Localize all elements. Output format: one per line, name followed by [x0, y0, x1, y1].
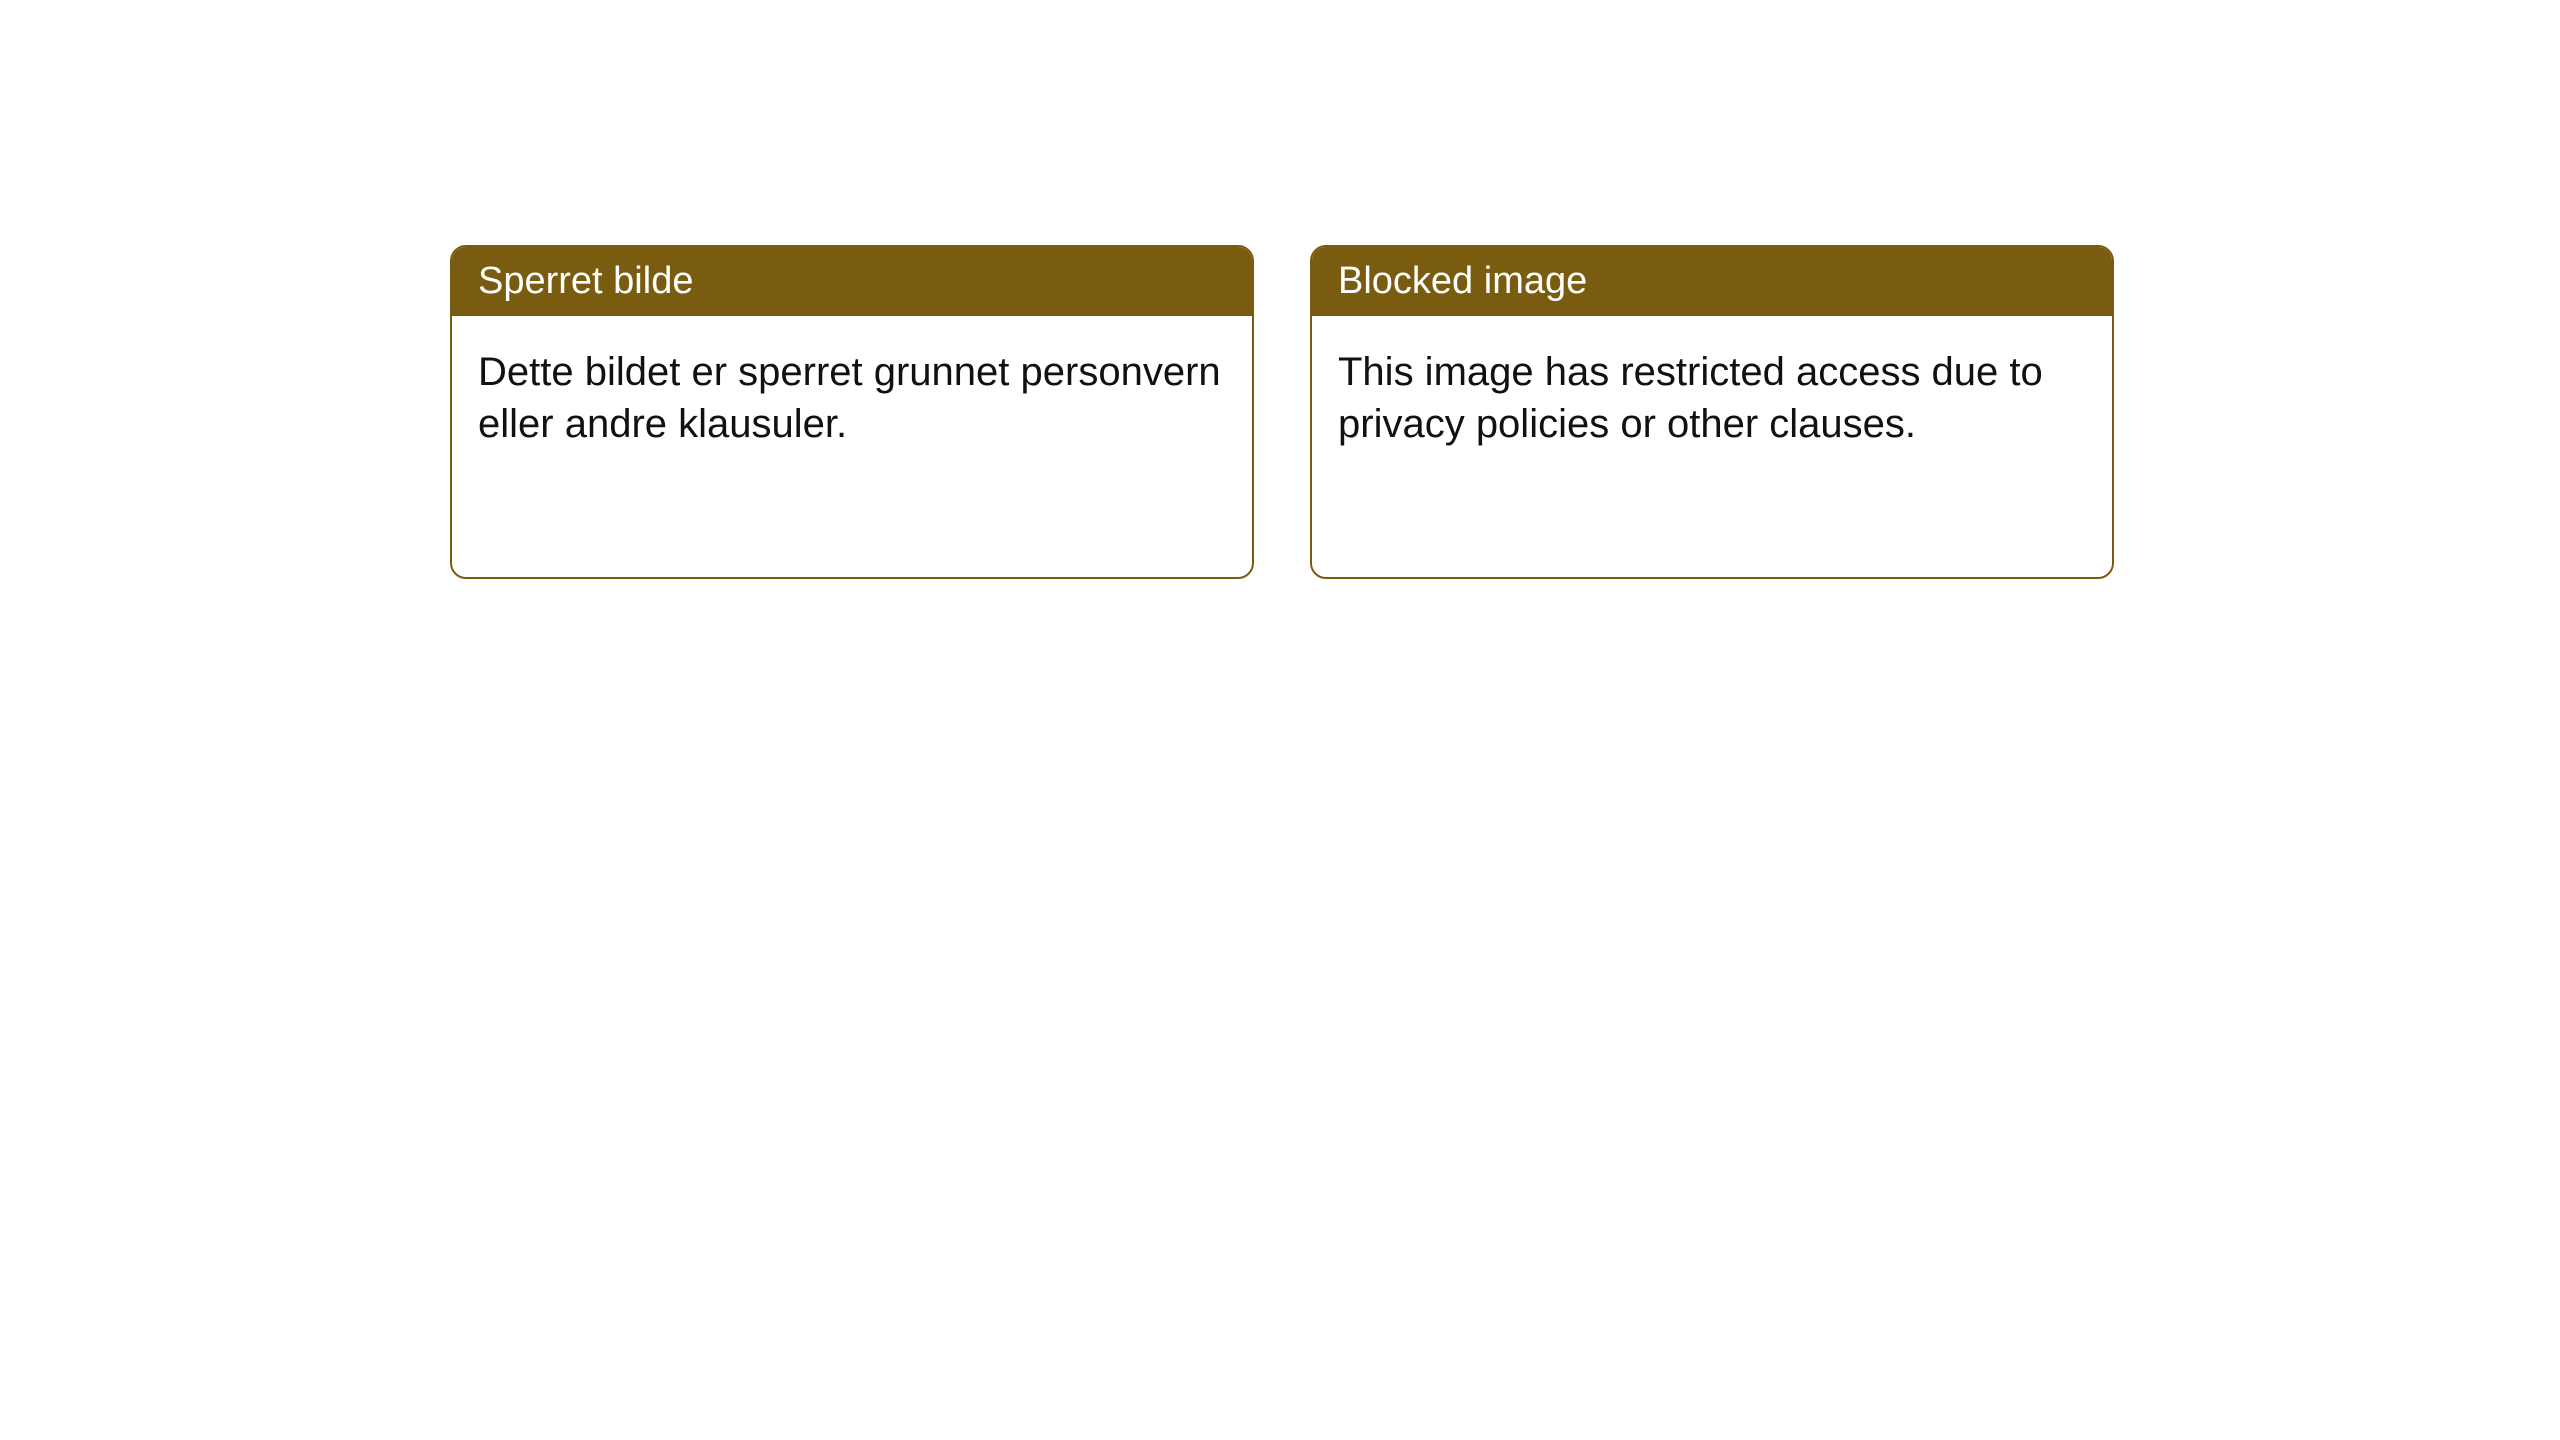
- notice-title: Blocked image: [1338, 260, 1587, 302]
- notice-body-text: Dette bildet er sperret grunnet personve…: [478, 350, 1221, 446]
- notice-title: Sperret bilde: [478, 260, 693, 302]
- notice-card-body: This image has restricted access due to …: [1312, 316, 2112, 480]
- notice-card-header: Sperret bilde: [452, 247, 1252, 316]
- notice-card-body: Dette bildet er sperret grunnet personve…: [452, 316, 1252, 480]
- notice-card-norwegian: Sperret bilde Dette bildet er sperret gr…: [450, 245, 1254, 579]
- notice-card-header: Blocked image: [1312, 247, 2112, 316]
- notice-container: Sperret bilde Dette bildet er sperret gr…: [0, 0, 2560, 579]
- notice-body-text: This image has restricted access due to …: [1338, 350, 2043, 446]
- notice-card-english: Blocked image This image has restricted …: [1310, 245, 2114, 579]
